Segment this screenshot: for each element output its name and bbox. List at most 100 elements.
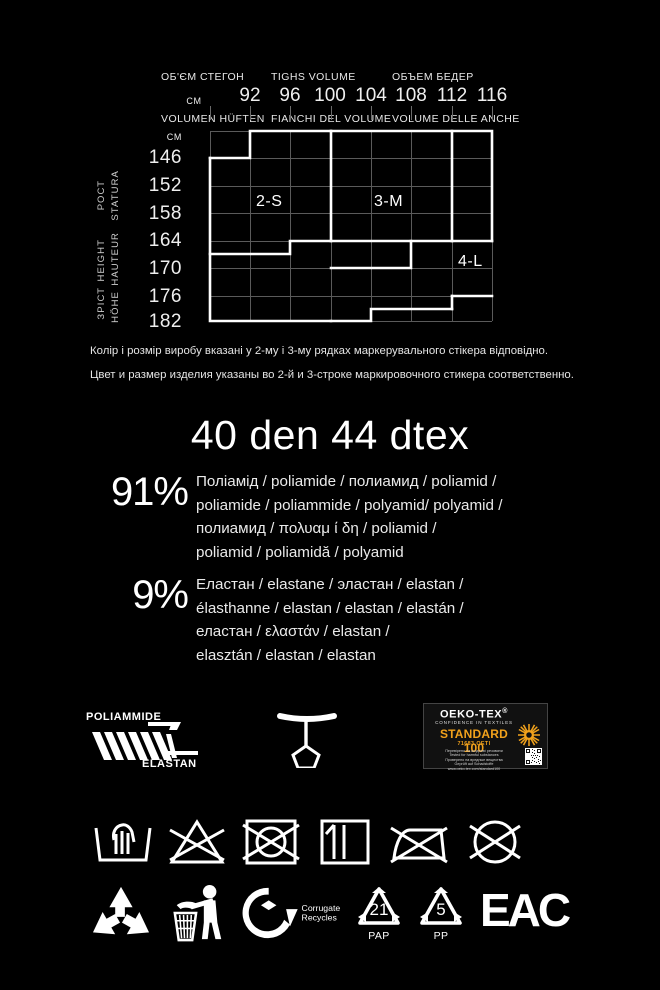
hips-label-group-3: ОБЪЕМ БЕДЕР VOLUME DELLE ANCHE	[392, 42, 520, 140]
y-tick-164: 164	[148, 230, 182, 251]
boundary-top-4l	[450, 129, 494, 243]
svg-text:ELASTAN: ELASTAN	[142, 758, 197, 768]
y-tick-146: 146	[148, 147, 182, 168]
svg-text:21: 21	[370, 900, 389, 919]
boundary-top-3m	[329, 129, 454, 243]
oeko-brand: OEKO-TEX®	[430, 708, 518, 721]
grid-line-v	[290, 131, 291, 321]
eac-mark-icon: EAC	[480, 884, 571, 936]
size-chart: 2-S 3-M 4-L	[208, 129, 494, 323]
oeko-small-line-3: Проверено на вредные вещества	[445, 757, 503, 762]
oeko-small-line-4: Geprüft auf Schadstoffe	[454, 762, 494, 767]
oeko-tex-label: OEKO-TEX® CONFIDENCE IN TEXTILES STANDAR…	[423, 703, 548, 771]
polyamide-line-4: poliamid / poliamidă / polyamid	[196, 543, 404, 561]
hips-label-3-line1: ОБЪЕМ БЕДЕР	[392, 71, 474, 83]
oeko-registered: ®	[502, 708, 508, 715]
y-tick-182: 182	[148, 311, 182, 332]
polyamide-line-3: полиамид / πολυαμ ί δη / poliamid /	[196, 520, 437, 537]
hips-label-group-1: ОБ'ЄМ СТЕГОН VOLUMEN HÜFTEN	[161, 42, 265, 140]
x-tick-mark	[452, 106, 453, 120]
x-tick-96: 96	[279, 85, 301, 106]
elastane-line-4: elasztán / elastan / elastan	[196, 646, 376, 664]
size-label-4l: 4-L	[458, 253, 483, 270]
x-tick-100: 100	[314, 85, 346, 106]
grid-line-h	[210, 158, 492, 159]
hips-label-2-line1: TIGHS VOLUME	[271, 71, 356, 83]
x-tick-mark	[492, 106, 493, 120]
oeko-brand-text: OEKO-TEX	[439, 708, 503, 721]
x-tick-mark	[210, 106, 211, 120]
oeko-small-line-1: Перевірено на шкідливі речовини	[445, 749, 503, 753]
hanging-garment-icon	[277, 713, 337, 768]
elastane-percent: 9%	[132, 573, 189, 617]
hips-label-1-line1: ОБ'ЄМ СТЕГОН	[161, 71, 245, 83]
row-group-label-zrist: ЗРІСТ	[96, 287, 107, 320]
polyamide-percent: 91%	[110, 470, 189, 514]
oeko-small-print: Перевірено на шкідливі речовини Tested f…	[428, 749, 520, 771]
y-axis-unit-label: CM	[166, 132, 182, 142]
do-not-iron-icon	[390, 826, 448, 864]
x-tick-mark	[290, 106, 291, 120]
polyamide-line-1: Поліамід / poliamide / полиамид / poliam…	[196, 473, 497, 490]
svg-text:POLIAMMIDE: POLIAMMIDE	[86, 711, 161, 723]
grid-line-h	[210, 213, 492, 214]
note-ua: Колір і розмір виробу вказані у 2-му і 3…	[90, 345, 549, 357]
hips-label-group-2: TIGHS VOLUME FIANCHI DEL VOLUME	[271, 42, 391, 140]
x-axis-unit-label: CM	[186, 96, 202, 106]
resin-5-caption: PP	[433, 930, 449, 942]
boundary-inner-2s	[208, 239, 333, 256]
hips-label-3-line2: VOLUME DELLE ANCHE	[392, 113, 520, 125]
x-tick-112: 112	[436, 85, 468, 106]
density-label: 40 den 44 dtex	[190, 412, 470, 458]
x-tick-mark	[331, 106, 332, 120]
grid-line-h	[210, 296, 492, 297]
yarn-construction-icon: POLIAMMIDE ELASTAN	[86, 711, 198, 768]
x-tick-mark	[250, 106, 251, 120]
oeko-cert-number: 71683 OETI	[457, 741, 491, 747]
row-group-label-rost: РОСТ	[96, 180, 107, 211]
x-tick-108: 108	[395, 85, 427, 106]
y-tick-170: 170	[148, 258, 182, 279]
x-tick-116: 116	[476, 85, 508, 106]
boundary-inner-3m	[329, 239, 413, 270]
elastane-line-2: élasthanne / elastan / elastan / elastán…	[196, 599, 464, 617]
grid-line-v	[250, 131, 251, 321]
do-not-tumble-dry-icon	[242, 819, 300, 865]
polyamide-line-2: poliamide / poliammide / polyamid/ polya…	[196, 496, 503, 514]
oeko-small-line-2: Tested for harmful substances	[449, 753, 499, 758]
grid-line-v	[371, 131, 372, 321]
oeko-standard: STANDARD 100	[439, 727, 509, 755]
row-group-label-height: HEIGHT	[96, 239, 107, 282]
hand-wash-icon	[94, 823, 152, 862]
x-tick-mark	[371, 106, 372, 120]
oeko-sunburst-icon	[518, 724, 540, 746]
y-tick-176: 176	[148, 286, 182, 307]
boundary-left-2s	[208, 156, 333, 323]
resin-21-caption: PAP	[368, 930, 390, 942]
polyamide-names: Поліамід / poliamide / полиамид / poliam…	[196, 470, 502, 564]
size-label-3m: 3-M	[374, 193, 404, 210]
elastane-names: Еластан / elastane / эластан / elastan /…	[196, 573, 464, 667]
tidyman-icon	[173, 884, 222, 942]
boundary-bottom-3m	[329, 307, 454, 323]
do-not-bleach-icon	[169, 819, 225, 864]
oeko-tagline: CONFIDENCE IN TEXTILES	[435, 720, 513, 725]
resin-code-5-pp-icon: 5	[420, 887, 462, 925]
elastane-line-1: Еластан / elastane / эластан / elastan /	[196, 576, 464, 593]
row-group-label-hohe: HÖHE	[110, 291, 121, 323]
hips-label-2-line2: FIANCHI DEL VOLUME	[271, 113, 392, 125]
x-tick-mark	[411, 106, 412, 120]
oeko-qr-code-icon	[525, 748, 542, 765]
oeko-small-line-5: www.oeko-tex.com/standard100	[447, 766, 501, 771]
boundary-top-2s	[208, 129, 333, 160]
recycle-mobius-icon	[92, 886, 150, 935]
row-group-label-hauteur: HAUTEUR	[110, 232, 121, 286]
grid-line-h	[210, 186, 492, 187]
size-boundary-lines	[208, 129, 494, 323]
row-group-label-statura: STATURA	[110, 170, 121, 221]
svg-text:Recycles: Recycles	[302, 913, 338, 923]
grid-line-v	[411, 131, 412, 321]
x-tick-92: 92	[239, 85, 261, 106]
x-tick-104: 104	[355, 85, 387, 106]
svg-text:5: 5	[436, 900, 445, 919]
